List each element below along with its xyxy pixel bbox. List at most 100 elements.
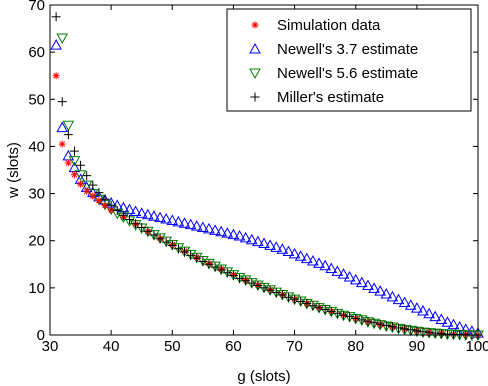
data-point-newell-s-3-7-estimate bbox=[386, 290, 399, 302]
series-simulation-data bbox=[52, 72, 482, 339]
data-point-miller-s-estimate bbox=[137, 223, 147, 233]
data-point-newell-s-3-7-estimate bbox=[184, 218, 197, 230]
data-point-newell-s-3-7-estimate bbox=[56, 121, 69, 133]
data-point-miller-s-estimate bbox=[302, 298, 312, 308]
legend-label-newell-s-5-6-estimate: Newell's 5.6 estimate bbox=[277, 65, 418, 82]
data-point-simulation-data bbox=[64, 159, 72, 167]
data-point-miller-s-estimate bbox=[381, 321, 391, 331]
x-tick-label: 90 bbox=[409, 338, 426, 355]
x-tick-label: 50 bbox=[164, 338, 181, 355]
data-point-newell-s-3-7-estimate bbox=[411, 302, 423, 313]
y-tick-label: 0 bbox=[37, 327, 45, 344]
legend-box bbox=[226, 8, 472, 112]
y-tick-label: 60 bbox=[28, 44, 45, 61]
data-point-miller-s-estimate bbox=[338, 310, 348, 320]
data-point-miller-s-estimate bbox=[192, 253, 202, 263]
data-point-newell-s-5-6-estimate bbox=[56, 33, 69, 45]
data-point-miller-s-estimate bbox=[241, 276, 251, 286]
data-point-newell-s-3-7-estimate bbox=[294, 250, 307, 261]
y-tick-label: 40 bbox=[28, 138, 45, 155]
data-point-newell-s-3-7-estimate bbox=[331, 265, 344, 276]
data-point-miller-s-estimate bbox=[131, 219, 141, 229]
data-point-newell-s-3-7-estimate bbox=[221, 227, 234, 238]
y-tick-label: 50 bbox=[28, 91, 45, 108]
data-point-miller-s-estimate bbox=[106, 200, 116, 210]
data-point-newell-s-3-7-estimate bbox=[343, 270, 356, 282]
data-point-miller-s-estimate bbox=[204, 259, 214, 269]
data-point-newell-s-3-7-estimate bbox=[203, 222, 215, 234]
data-point-miller-s-estimate bbox=[290, 294, 300, 304]
x-tick-label: 100 bbox=[465, 338, 488, 355]
data-point-newell-s-3-7-estimate bbox=[282, 245, 295, 257]
data-point-miller-s-estimate bbox=[326, 306, 336, 316]
y-tick-label: 30 bbox=[28, 186, 45, 203]
data-point-miller-s-estimate bbox=[88, 180, 98, 190]
plot-frame bbox=[49, 4, 479, 336]
data-point-miller-s-estimate bbox=[351, 314, 361, 323]
data-point-simulation-data bbox=[83, 187, 91, 195]
x-tick-label: 40 bbox=[103, 338, 120, 355]
data-point-newell-s-3-7-estimate bbox=[227, 228, 240, 240]
data-point-newell-s-3-7-estimate bbox=[129, 205, 142, 216]
data-point-newell-s-3-7-estimate bbox=[135, 207, 148, 218]
data-point-miller-s-estimate bbox=[100, 194, 110, 204]
data-point-miller-s-estimate bbox=[247, 278, 257, 288]
data-point-newell-s-5-6-estimate bbox=[68, 156, 81, 167]
data-point-miller-s-estimate bbox=[57, 97, 67, 107]
data-point-miller-s-estimate bbox=[186, 250, 196, 260]
legend-item-newell-s-3-7-estimate: Newell's 3.7 estimate bbox=[249, 41, 418, 58]
data-point-miller-s-estimate bbox=[387, 322, 397, 332]
data-point-simulation-data bbox=[70, 171, 78, 179]
data-point-newell-s-3-7-estimate bbox=[447, 318, 460, 330]
data-point-miller-s-estimate bbox=[277, 290, 287, 300]
data-point-miller-s-estimate bbox=[69, 146, 79, 156]
data-point-newell-s-3-7-estimate bbox=[325, 262, 338, 274]
data-point-newell-s-3-7-estimate bbox=[148, 210, 160, 221]
data-point-miller-s-estimate bbox=[216, 265, 226, 275]
data-point-miller-s-estimate bbox=[253, 281, 263, 290]
data-point-newell-s-3-7-estimate bbox=[404, 299, 417, 310]
data-point-newell-s-3-7-estimate bbox=[374, 285, 387, 296]
x-tick-label: 60 bbox=[225, 338, 242, 355]
data-point-miller-s-estimate bbox=[124, 215, 134, 224]
data-point-miller-s-estimate bbox=[320, 305, 330, 315]
legend: Simulation data Newell's 3.7 estimate Newe… bbox=[226, 8, 472, 112]
data-point-newell-s-3-7-estimate bbox=[270, 241, 283, 252]
data-point-miller-s-estimate bbox=[149, 230, 159, 240]
data-point-miller-s-estimate bbox=[161, 237, 171, 247]
data-point-newell-s-3-7-estimate bbox=[380, 287, 393, 299]
series-miller-s-estimate bbox=[51, 12, 483, 340]
data-point-miller-s-estimate bbox=[259, 283, 269, 293]
data-point-miller-s-estimate bbox=[406, 325, 416, 335]
data-point-newell-s-3-7-estimate bbox=[441, 316, 454, 327]
data-point-miller-s-estimate bbox=[296, 297, 306, 307]
x-tick-label: 30 bbox=[42, 338, 59, 355]
y-tick-label: 10 bbox=[28, 280, 45, 297]
x-axis-label: g (slots) bbox=[237, 368, 290, 385]
data-point-miller-s-estimate bbox=[357, 315, 367, 325]
data-point-newell-s-3-7-estimate bbox=[197, 221, 209, 233]
data-point-miller-s-estimate bbox=[314, 303, 324, 313]
data-point-newell-s-3-7-estimate bbox=[62, 149, 75, 161]
data-point-miller-s-estimate bbox=[76, 160, 86, 170]
data-point-newell-s-3-7-estimate bbox=[123, 203, 136, 215]
data-point-miller-s-estimate bbox=[180, 247, 190, 257]
data-point-miller-s-estimate bbox=[394, 323, 404, 333]
data-point-miller-s-estimate bbox=[369, 318, 379, 328]
legend-marker-simulation-data bbox=[251, 21, 259, 29]
data-point-miller-s-estimate bbox=[82, 171, 92, 181]
data-point-newell-s-3-7-estimate bbox=[178, 217, 191, 228]
data-point-miller-s-estimate bbox=[222, 268, 232, 278]
data-point-miller-s-estimate bbox=[198, 256, 208, 266]
data-point-simulation-data bbox=[77, 180, 85, 188]
data-point-simulation-data bbox=[52, 72, 60, 80]
data-point-newell-s-3-7-estimate bbox=[349, 273, 362, 285]
data-point-newell-s-3-7-estimate bbox=[252, 235, 264, 247]
data-point-miller-s-estimate bbox=[345, 312, 355, 322]
data-point-newell-s-3-7-estimate bbox=[154, 211, 166, 223]
legend-item-miller-s-estimate: Miller's estimate bbox=[250, 89, 384, 106]
data-point-newell-s-3-7-estimate bbox=[245, 233, 258, 245]
data-point-newell-s-3-7-estimate bbox=[313, 257, 325, 268]
y-tick-label: 20 bbox=[28, 233, 45, 250]
